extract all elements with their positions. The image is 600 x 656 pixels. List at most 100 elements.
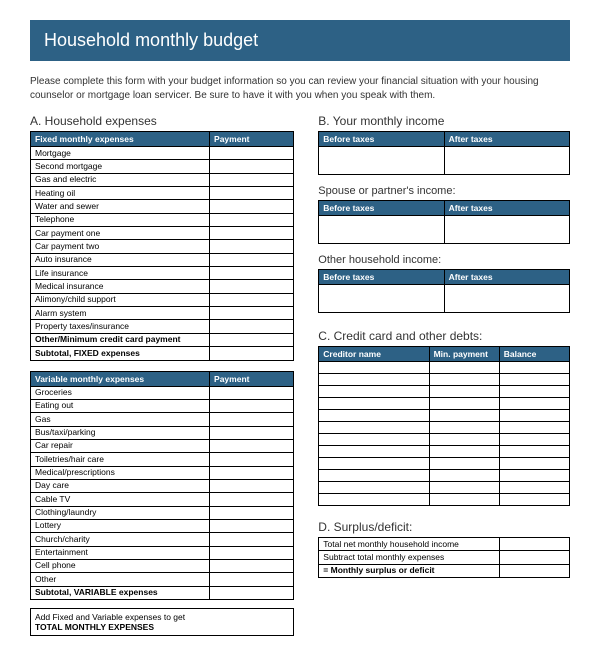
creditor-cell[interactable] <box>319 374 429 386</box>
payment-cell[interactable] <box>210 347 294 360</box>
creditor-cell[interactable] <box>319 398 429 410</box>
min-payment-cell[interactable] <box>429 482 499 494</box>
table-row: Second mortgage <box>31 160 294 173</box>
expense-label: Telephone <box>31 213 210 226</box>
payment-cell[interactable] <box>210 333 294 346</box>
table-row <box>319 494 570 506</box>
creditor-cell[interactable] <box>319 362 429 374</box>
table-row: Other/Minimum credit card payment <box>31 333 294 346</box>
creditor-cell[interactable] <box>319 410 429 422</box>
payment-cell[interactable] <box>210 573 294 586</box>
payment-cell[interactable] <box>210 493 294 506</box>
table-row <box>319 285 570 313</box>
payment-cell[interactable] <box>210 519 294 532</box>
balance-cell[interactable] <box>499 386 569 398</box>
payment-cell[interactable] <box>210 240 294 253</box>
creditor-cell[interactable] <box>319 482 429 494</box>
payment-cell[interactable] <box>210 479 294 492</box>
min-payment-cell[interactable] <box>429 434 499 446</box>
creditor-cell[interactable] <box>319 386 429 398</box>
balance-cell[interactable] <box>499 398 569 410</box>
payment-cell[interactable] <box>210 386 294 399</box>
expense-label: Gas and electric <box>31 173 210 186</box>
total-expenses-box: Add Fixed and Variable expenses to get T… <box>30 608 294 636</box>
total-box-line1: Add Fixed and Variable expenses to get <box>35 612 185 622</box>
payment-cell[interactable] <box>210 453 294 466</box>
balance-cell[interactable] <box>499 482 569 494</box>
payment-cell[interactable] <box>210 293 294 306</box>
payment-cell[interactable] <box>210 559 294 572</box>
table-row <box>319 422 570 434</box>
creditor-cell[interactable] <box>319 470 429 482</box>
table-row: Subtotal, FIXED expenses <box>31 347 294 360</box>
payment-cell[interactable] <box>210 147 294 160</box>
min-payment-cell[interactable] <box>429 410 499 422</box>
balance-cell[interactable] <box>499 458 569 470</box>
expense-label: Church/charity <box>31 533 210 546</box>
expense-label: Car payment two <box>31 240 210 253</box>
balance-cell[interactable] <box>499 362 569 374</box>
payment-cell[interactable] <box>210 399 294 412</box>
expense-label: Bus/taxi/parking <box>31 426 210 439</box>
creditor-cell[interactable] <box>319 422 429 434</box>
payment-cell[interactable] <box>210 506 294 519</box>
creditor-cell[interactable] <box>319 446 429 458</box>
payment-cell[interactable] <box>210 307 294 320</box>
min-payment-cell[interactable] <box>429 446 499 458</box>
min-payment-cell[interactable] <box>429 458 499 470</box>
table-row <box>319 398 570 410</box>
payment-cell[interactable] <box>210 267 294 280</box>
payment-cell[interactable] <box>210 320 294 333</box>
spouse-income-heading: Spouse or partner's income: <box>318 185 570 197</box>
min-payment-cell[interactable] <box>429 398 499 410</box>
min-payment-cell[interactable] <box>429 374 499 386</box>
expense-label: Alarm system <box>31 307 210 320</box>
balance-cell[interactable] <box>499 410 569 422</box>
payment-cell[interactable] <box>210 533 294 546</box>
payment-cell[interactable] <box>210 187 294 200</box>
table-row: Entertainment <box>31 546 294 559</box>
payment-cell[interactable] <box>210 466 294 479</box>
payment-cell[interactable] <box>210 160 294 173</box>
intro-text: Please complete this form with your budg… <box>30 75 570 102</box>
payment-cell[interactable] <box>210 253 294 266</box>
table-row: Cable TV <box>31 493 294 506</box>
balance-cell[interactable] <box>499 374 569 386</box>
surplus-r1: Total net monthly household income <box>319 538 500 551</box>
payment-cell[interactable] <box>210 173 294 186</box>
expense-label: Life insurance <box>31 267 210 280</box>
creditor-cell[interactable] <box>319 458 429 470</box>
expense-label: Clothing/laundry <box>31 506 210 519</box>
payment-cell[interactable] <box>210 200 294 213</box>
min-payment-cell[interactable] <box>429 494 499 506</box>
expense-label: Cell phone <box>31 559 210 572</box>
table-row: Toiletries/hair care <box>31 453 294 466</box>
balance-cell[interactable] <box>499 446 569 458</box>
fixed-expenses-table: Fixed monthly expenses Payment MortgageS… <box>30 131 294 361</box>
min-payment-cell[interactable] <box>429 386 499 398</box>
payment-cell[interactable] <box>210 280 294 293</box>
table-row: Alarm system <box>31 307 294 320</box>
expense-label: Day care <box>31 479 210 492</box>
min-payment-cell[interactable] <box>429 362 499 374</box>
creditor-cell[interactable] <box>319 494 429 506</box>
balance-cell[interactable] <box>499 470 569 482</box>
table-row <box>319 374 570 386</box>
your-income-table: Before taxes After taxes <box>318 131 570 175</box>
table-row: Gas and electric <box>31 173 294 186</box>
creditor-cell[interactable] <box>319 434 429 446</box>
payment-cell[interactable] <box>210 586 294 599</box>
payment-cell[interactable] <box>210 439 294 452</box>
balance-cell[interactable] <box>499 434 569 446</box>
balance-cell[interactable] <box>499 494 569 506</box>
min-payment-cell[interactable] <box>429 422 499 434</box>
payment-cell[interactable] <box>210 213 294 226</box>
payment-cell[interactable] <box>210 227 294 240</box>
balance-cell[interactable] <box>499 422 569 434</box>
table-row: Lottery <box>31 519 294 532</box>
payment-cell[interactable] <box>210 426 294 439</box>
payment-cell[interactable] <box>210 413 294 426</box>
payment-cell[interactable] <box>210 546 294 559</box>
min-payment-cell[interactable] <box>429 470 499 482</box>
table-row: Day care <box>31 479 294 492</box>
